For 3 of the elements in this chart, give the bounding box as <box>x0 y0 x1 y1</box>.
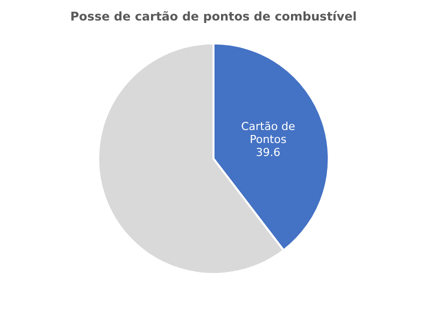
chart-title: Posse de cartão de pontos de combustível <box>70 9 357 24</box>
slice-label: Cartão de Pontos <box>241 120 296 146</box>
data-label: 39.6 <box>256 146 280 160</box>
